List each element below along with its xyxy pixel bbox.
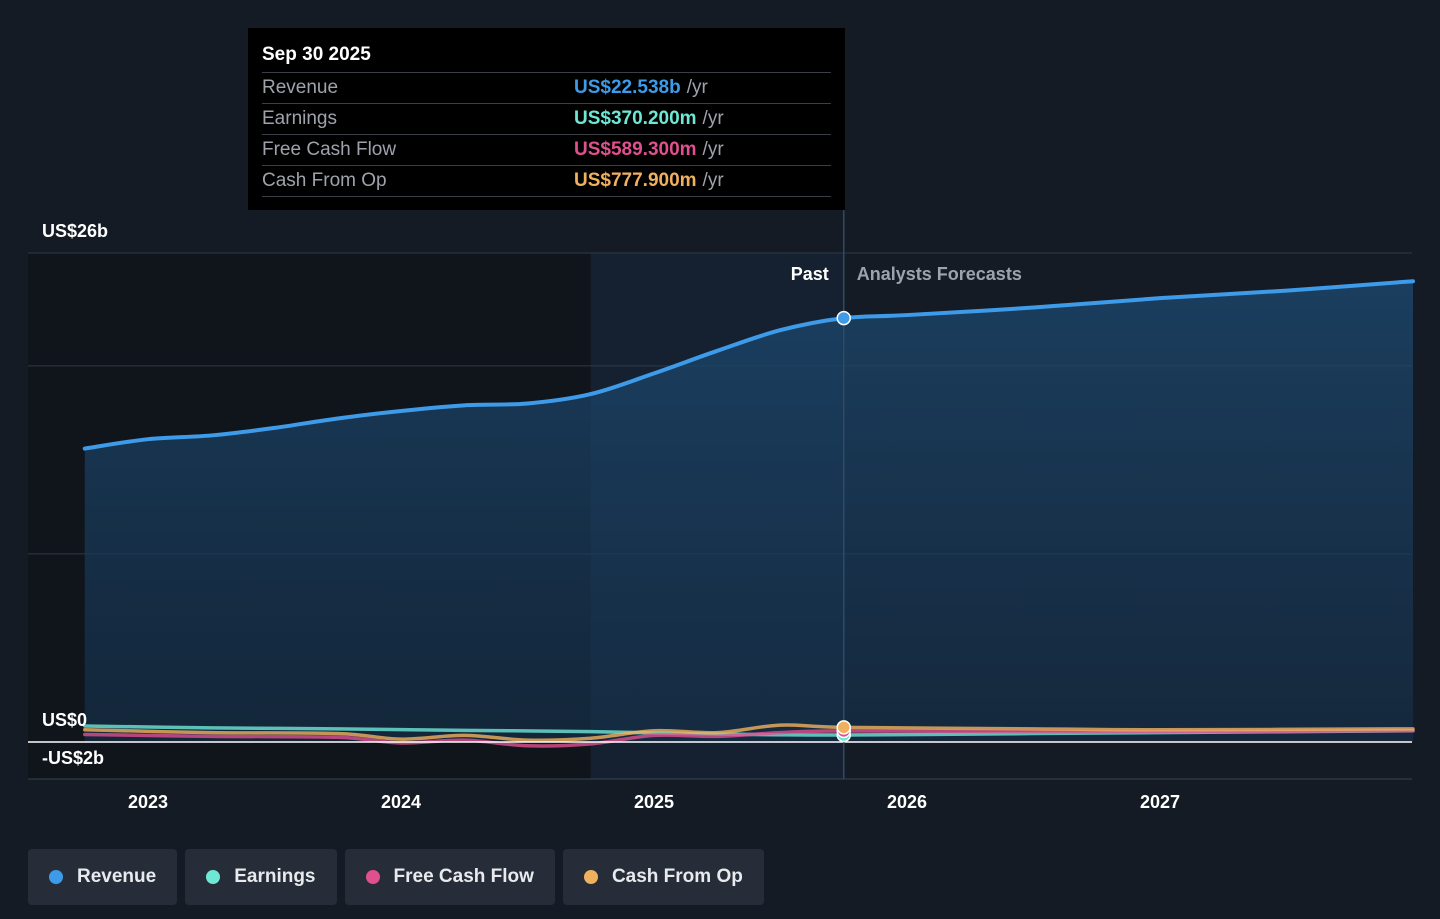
x-tick-label: 2027 (1140, 792, 1180, 812)
tooltip-value: US$777.900m (574, 170, 697, 191)
cash-from-op-marker (836, 720, 851, 735)
legend-item-earnings[interactable]: Earnings (185, 849, 337, 905)
revenue-area (84, 281, 1413, 742)
y-axis-top-label: US$26b (42, 221, 109, 241)
tooltip-value: US$22.538b (574, 77, 681, 98)
legend-label: Revenue (77, 866, 157, 887)
legend-dot-icon (49, 870, 63, 884)
tooltip-unit: /yr (686, 77, 708, 98)
x-tick-label: 2026 (887, 792, 927, 812)
legend-dot-icon (206, 870, 221, 884)
free-cash-flow-line (83, 728, 1415, 748)
legend-item-cash-from-op[interactable]: Cash From Op (562, 849, 764, 905)
tooltip-label: Revenue (262, 77, 339, 98)
tooltip-unit: /yr (702, 139, 724, 160)
chart-legend: Revenue Earnings Free Cash Flow Cash Fro… (28, 849, 764, 905)
tooltip-row-free-cash-flow: Free Cash Flow US$589.300m /yr (262, 135, 831, 166)
y-axis-zero-label: US$0 (42, 710, 88, 730)
tooltip-row-revenue: Revenue US$22.538b /yr (262, 73, 831, 104)
tooltip-value: US$589.300m (574, 139, 697, 160)
cash-from-op-line (83, 723, 1415, 742)
legend-dot-icon (365, 870, 380, 884)
x-tick-label: 2025 (634, 792, 674, 812)
tooltip-label: Earnings (262, 108, 337, 129)
forecast-label: Analysts Forecasts (857, 264, 1022, 284)
tooltip-date: Sep 30 2025 (262, 42, 831, 73)
chart-canvas: Past Analysts Forecasts 2023 2024 2025 2026 20… (28, 210, 1415, 812)
tooltip-label: Free Cash Flow (262, 139, 397, 160)
x-tick-label: 2024 (381, 792, 421, 812)
past-label: Past (791, 264, 829, 284)
revenue-line (82, 279, 1415, 451)
y-axis-bottom-label: -US$2b (42, 748, 105, 768)
tooltip-unit: /yr (702, 108, 724, 129)
legend-label: Cash From Op (611, 866, 743, 887)
tooltip-value: US$370.200m (574, 108, 697, 129)
tooltip-row-earnings: Earnings US$370.200m /yr (262, 104, 831, 135)
legend-dot-icon (583, 870, 598, 884)
tooltip-unit: /yr (702, 170, 724, 191)
chart-tooltip: Sep 30 2025 Revenue US$22.538b /yr Earni… (248, 28, 845, 210)
tooltip-row-cash-from-op: Cash From Op US$777.900m /yr (262, 166, 831, 197)
revenue-marker (836, 310, 851, 326)
legend-label: Free Cash Flow (393, 866, 534, 887)
tooltip-label: Cash From Op (262, 170, 387, 191)
x-tick-label: 2023 (128, 792, 168, 812)
legend-label: Earnings (234, 866, 316, 887)
legend-item-revenue[interactable]: Revenue (28, 849, 178, 905)
legend-item-free-cash-flow[interactable]: Free Cash Flow (344, 849, 555, 905)
